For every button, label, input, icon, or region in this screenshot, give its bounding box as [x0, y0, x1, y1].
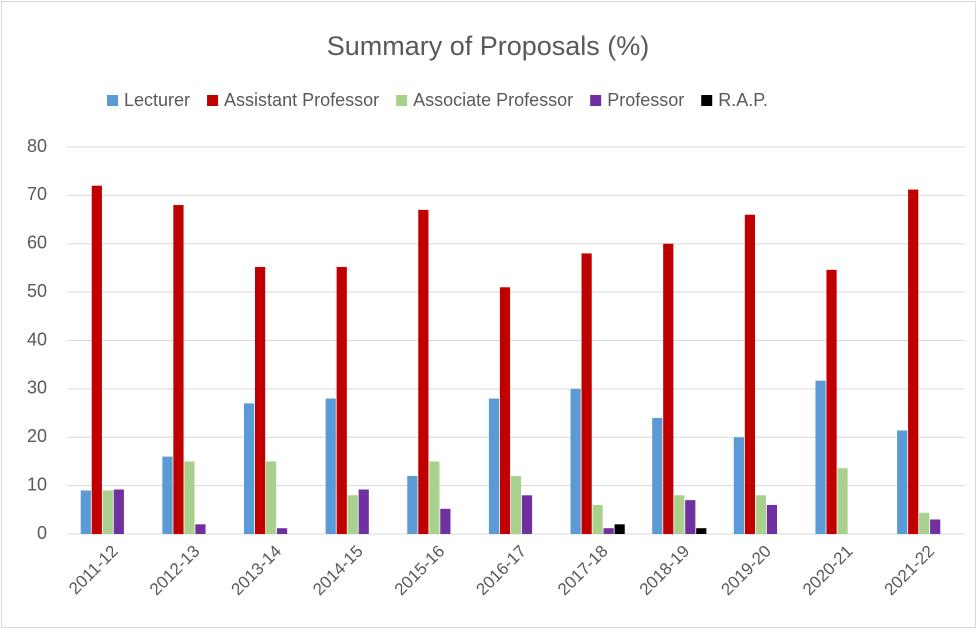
bar [102, 490, 113, 534]
bar [80, 490, 91, 534]
legend-label: Assistant Professor [224, 90, 379, 110]
bar [744, 214, 756, 534]
legend-label: Associate Professor [413, 90, 573, 110]
bar [837, 468, 848, 534]
bar [592, 504, 603, 534]
y-tick-label: 60 [27, 233, 47, 253]
y-tick-label: 40 [27, 329, 47, 349]
bar [499, 287, 511, 534]
legend-swatch [107, 95, 118, 106]
bar [733, 437, 745, 534]
y-tick-label: 70 [27, 184, 47, 204]
bar [113, 489, 124, 534]
y-tick-label: 0 [37, 523, 47, 543]
bar [930, 519, 941, 534]
bar [652, 417, 663, 534]
bar [254, 266, 266, 534]
bar [429, 461, 440, 534]
y-tick-label: 30 [27, 378, 47, 398]
bar [685, 500, 696, 534]
bar [243, 403, 255, 534]
bar [336, 266, 347, 534]
bar [173, 205, 184, 535]
bar [325, 398, 336, 534]
bar [755, 495, 767, 534]
bar [407, 475, 418, 534]
bar [603, 528, 614, 534]
bar [195, 524, 206, 534]
legend-label: Lecturer [124, 90, 190, 110]
legend-label: R.A.P. [718, 90, 768, 110]
bar [663, 243, 674, 534]
bar [418, 209, 429, 534]
bar [347, 495, 358, 534]
bar [521, 495, 533, 534]
chart-title: Summary of Proposals (%) [327, 31, 650, 61]
bar [184, 461, 195, 534]
bar [162, 456, 173, 534]
bar [488, 398, 500, 534]
bar [908, 189, 919, 534]
y-tick-label: 20 [27, 426, 47, 446]
bar [826, 269, 837, 534]
bar [815, 380, 826, 534]
bar [696, 528, 707, 534]
bar [674, 495, 685, 534]
bar [276, 528, 288, 534]
legend-swatch [396, 95, 408, 106]
bar [358, 489, 369, 534]
y-tick-label: 10 [27, 474, 47, 494]
bar [91, 185, 102, 534]
bar [919, 512, 930, 534]
bar [570, 388, 581, 534]
y-tick-label: 50 [27, 281, 47, 301]
legend-swatch [701, 95, 713, 106]
bar [440, 508, 451, 534]
legend-swatch [590, 95, 602, 106]
bar [510, 475, 522, 534]
bar [766, 504, 778, 534]
legend-swatch [207, 95, 219, 106]
bar [265, 461, 277, 534]
bar [581, 253, 592, 535]
bar [897, 430, 908, 534]
bar [614, 524, 625, 534]
y-tick-label: 80 [27, 136, 47, 156]
legend-label: Professor [607, 90, 684, 110]
